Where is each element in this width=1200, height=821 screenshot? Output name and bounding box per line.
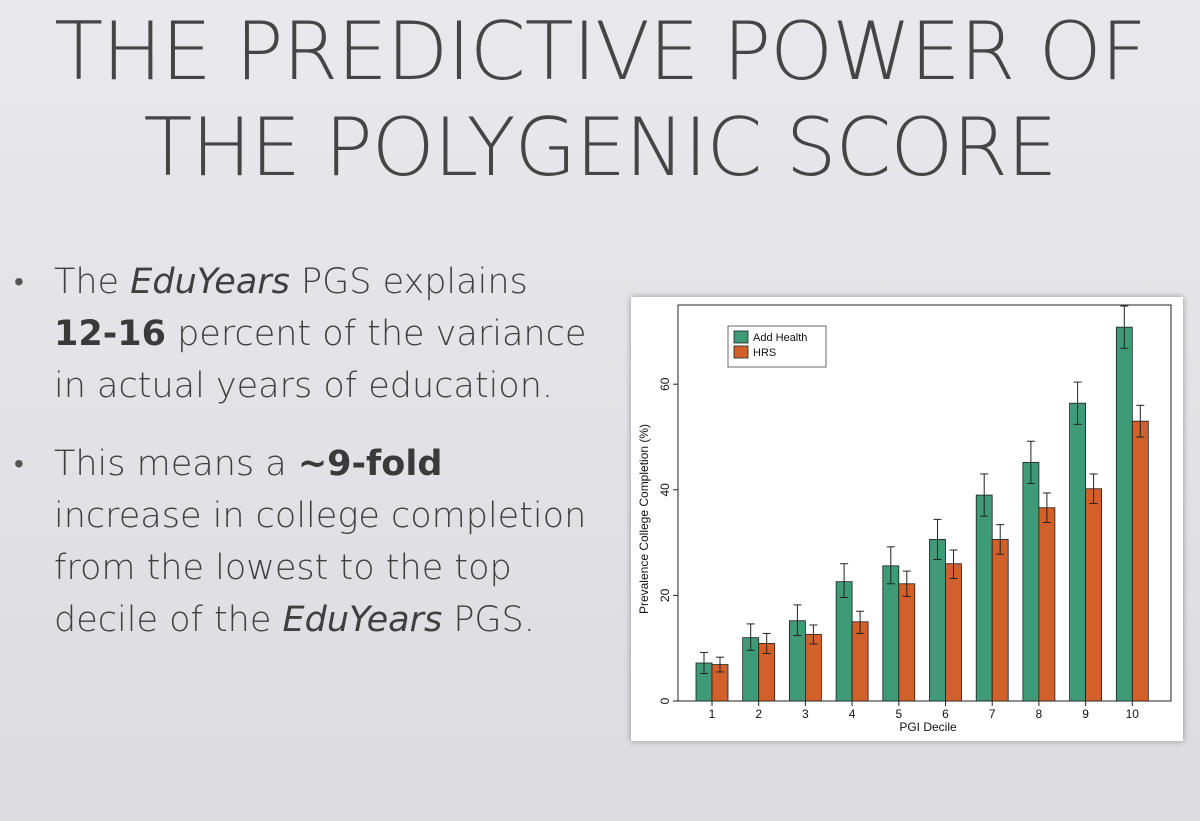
bullet1-text-3: percent of the variance in actual years … (54, 314, 587, 406)
bullet1-text-2: PGS explains (289, 262, 528, 302)
bar-hrs-6 (945, 563, 962, 702)
legend-swatch-hrs (733, 345, 749, 359)
y-tick-label: 60 (658, 377, 672, 391)
bullet2-fold: ~9-fold (297, 444, 443, 484)
legend-label-add-health: Add Health (753, 332, 807, 344)
error-bar (856, 610, 865, 634)
y-axis-label: Prevalence College Completion (%) (637, 424, 651, 614)
error-bar (949, 549, 958, 580)
bar-add-health-5 (882, 565, 900, 702)
bar-add-health-8 (1022, 461, 1040, 702)
x-tick-label: 3 (802, 707, 809, 721)
bullet2-text-1: This means a (54, 444, 298, 484)
error-bar (1026, 440, 1035, 484)
error-bar (809, 624, 818, 645)
x-tick-label: 9 (1082, 707, 1089, 721)
x-tick-label: 7 (989, 707, 996, 721)
bullet-dot-icon: • (14, 265, 24, 298)
chart-legend: Add Health HRS (727, 325, 827, 368)
y-tick-label: 0 (658, 697, 672, 704)
error-bar (840, 563, 849, 599)
bar-add-health-9 (1069, 402, 1087, 702)
bar-add-health-4 (835, 581, 853, 702)
bar-hrs-9 (1085, 488, 1103, 702)
error-bar (762, 632, 771, 654)
x-tick-label: 5 (895, 707, 902, 721)
bullet-list: • The EduYears PGS explains 12-16 percent… (0, 256, 600, 672)
slide-title-line-2: THE POLYGENIC SCORE (143, 101, 1057, 194)
bar-hrs-5 (898, 583, 916, 702)
error-bar (933, 518, 942, 560)
error-bar (746, 623, 755, 651)
slide-title-line-1: THE PREDICTIVE POWER OF (54, 5, 1146, 98)
bullet2-text-3: PGS. (442, 600, 535, 640)
slide-title: THE PREDICTIVE POWER OF THE POLYGENIC SC… (0, 4, 1200, 196)
error-bar (1136, 404, 1145, 438)
error-bar (1042, 492, 1051, 524)
y-tick-label: 20 (658, 588, 672, 602)
bar-hrs-10 (1131, 420, 1149, 702)
bar-add-health-6 (929, 539, 946, 702)
error-bar (902, 570, 911, 597)
error-bar (700, 651, 708, 675)
y-tick-label: 40 (658, 483, 672, 497)
error-bar (980, 473, 989, 517)
error-bar (996, 524, 1005, 555)
chart-panel: 0 20 40 60 1 2 3 4 5 6 7 8 9 10 Prevalence College Co… (631, 297, 1183, 741)
error-bar (1073, 381, 1082, 425)
error-bar (1089, 473, 1098, 505)
bullet-variance-explained: • The EduYears PGS explains 12-16 percent… (0, 256, 600, 412)
x-tick-label: 10 (1126, 707, 1140, 721)
error-bar (793, 604, 802, 637)
plot-frame (677, 304, 1172, 702)
bullet1-text-1: The (54, 262, 131, 302)
error-bar (716, 656, 724, 673)
legend-label-hrs: HRS (753, 347, 776, 359)
bullet-dot-icon: • (14, 447, 24, 480)
x-axis-label: PGI Decile (899, 720, 957, 734)
x-tick-label: 1 (709, 707, 716, 721)
bullet2-eduyears: EduYears (282, 600, 443, 640)
bar-add-health-7 (975, 494, 993, 702)
legend-swatch-add-health (733, 330, 749, 344)
x-tick-label: 2 (755, 707, 762, 721)
bullet-fold-increase: • This means a ~9-fold increase in colle… (0, 438, 600, 646)
bullet1-eduyears: EduYears (130, 262, 290, 302)
error-bar (886, 546, 895, 585)
bar-add-health-10 (1115, 326, 1133, 702)
error-bar (1120, 305, 1129, 349)
x-tick-label: 4 (849, 707, 856, 721)
bullet1-percent-range: 12-16 (54, 314, 166, 354)
bar-chart: 0 20 40 60 1 2 3 4 5 6 7 8 9 10 Prevalence College Co… (637, 304, 1172, 734)
bar-hrs-7 (991, 539, 1009, 702)
bar-hrs-8 (1038, 507, 1056, 702)
bullet2-text-2: increase in college completion from the … (54, 496, 587, 640)
x-tick-label: 6 (942, 707, 949, 721)
x-tick-label: 8 (1036, 707, 1043, 721)
